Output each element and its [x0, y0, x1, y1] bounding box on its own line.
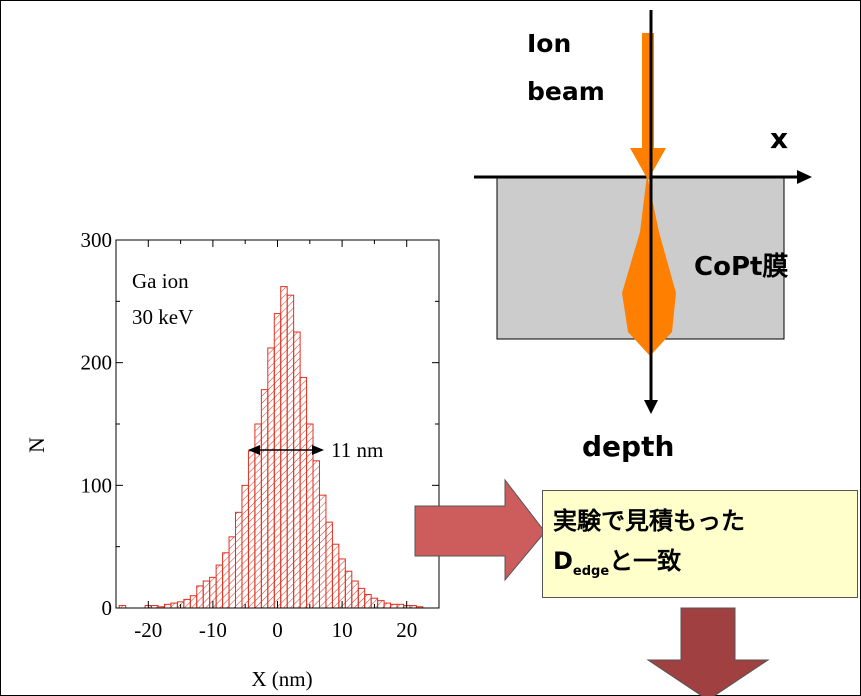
histogram-bar: [241, 484, 249, 609]
histogram-bar: [280, 286, 288, 609]
ion-beam-label-line2: beam: [527, 77, 605, 106]
histogram-bar: [396, 603, 404, 609]
histogram-bar: [189, 595, 198, 609]
histogram-bar: [260, 389, 269, 609]
x-tick-label: -10: [199, 618, 227, 642]
film-label: CoPt膜: [694, 252, 789, 282]
legend-line1: Ga ion: [132, 269, 189, 293]
ion-beam-profile: [622, 175, 676, 356]
down-block-arrow: [646, 607, 770, 696]
histogram-bar: [183, 598, 191, 609]
x-axis-label: X (nm): [251, 667, 312, 691]
histogram-chart: 0 100 200 300 -20 -10 0 10 20 Ga ion 30 keV 11 n…: [24, 228, 440, 691]
histogram-bar: [325, 521, 333, 609]
histogram-bar: [318, 494, 327, 609]
histogram-bar: [163, 603, 172, 609]
d-main: D: [553, 547, 573, 575]
histogram-bar: [215, 564, 224, 609]
histogram-bar: [383, 602, 392, 609]
result-note-box: 実験で見積もった Dedgeと一致: [542, 490, 858, 598]
note-line2: Dedgeと一致: [553, 541, 847, 581]
histogram-bar: [331, 543, 340, 609]
histogram-bar: [357, 587, 366, 609]
histogram-bar: [344, 570, 353, 609]
histogram-bar: [351, 580, 359, 609]
histogram-bar: [228, 536, 237, 609]
histogram-bar: [299, 376, 308, 609]
histogram-bar: [364, 594, 372, 609]
ion-beam-diagram: [474, 10, 812, 414]
right-block-arrow: [414, 478, 546, 582]
histogram-bar: [247, 450, 256, 609]
histogram-bar: [202, 580, 211, 609]
y-tick-label: 200: [81, 351, 113, 375]
histogram-bar: [286, 294, 295, 609]
note-line1: 実験で見積もった: [553, 507, 745, 535]
x-axis-arrow-head: [797, 170, 812, 184]
ion-beam-label-line1: Ion: [527, 29, 572, 58]
histogram-bar: [170, 602, 178, 609]
x-tick-label: -20: [134, 618, 162, 642]
histogram-bar: [390, 603, 398, 609]
y-tick-label: 300: [81, 228, 113, 252]
histogram-bar: [312, 460, 320, 609]
y-axis-label: N: [24, 437, 49, 453]
width-arrow-head-right: [312, 445, 324, 455]
x-tick-label: 10: [332, 618, 353, 642]
y-tick-label: 100: [81, 473, 113, 497]
histogram-bar: [293, 331, 301, 609]
x-tick-label: 20: [396, 618, 417, 642]
histogram-bar: [273, 313, 282, 609]
x-axis-label-beam: x: [770, 122, 789, 155]
histogram-bar: [222, 552, 230, 609]
depth-label: depth: [582, 430, 675, 463]
histogram-bar: [267, 347, 275, 609]
legend-line2: 30 keV: [132, 305, 193, 329]
histogram-bar: [338, 558, 346, 609]
note-line2-rest: と一致: [609, 547, 682, 575]
y-tick-label: 0: [102, 596, 113, 620]
depth-axis-arrow-head: [644, 400, 658, 414]
histogram-bar: [196, 585, 204, 609]
x-tick-label: 0: [272, 618, 283, 642]
histogram-bar: [377, 600, 385, 609]
ion-beam-arrow-head: [630, 148, 666, 180]
histogram-bar: [235, 511, 243, 609]
ion-beam-label: Ion beam: [527, 20, 605, 116]
width-arrow-head-left: [248, 445, 260, 455]
d-subscript: edge: [572, 563, 610, 579]
width-label: 11 nm: [331, 438, 383, 462]
